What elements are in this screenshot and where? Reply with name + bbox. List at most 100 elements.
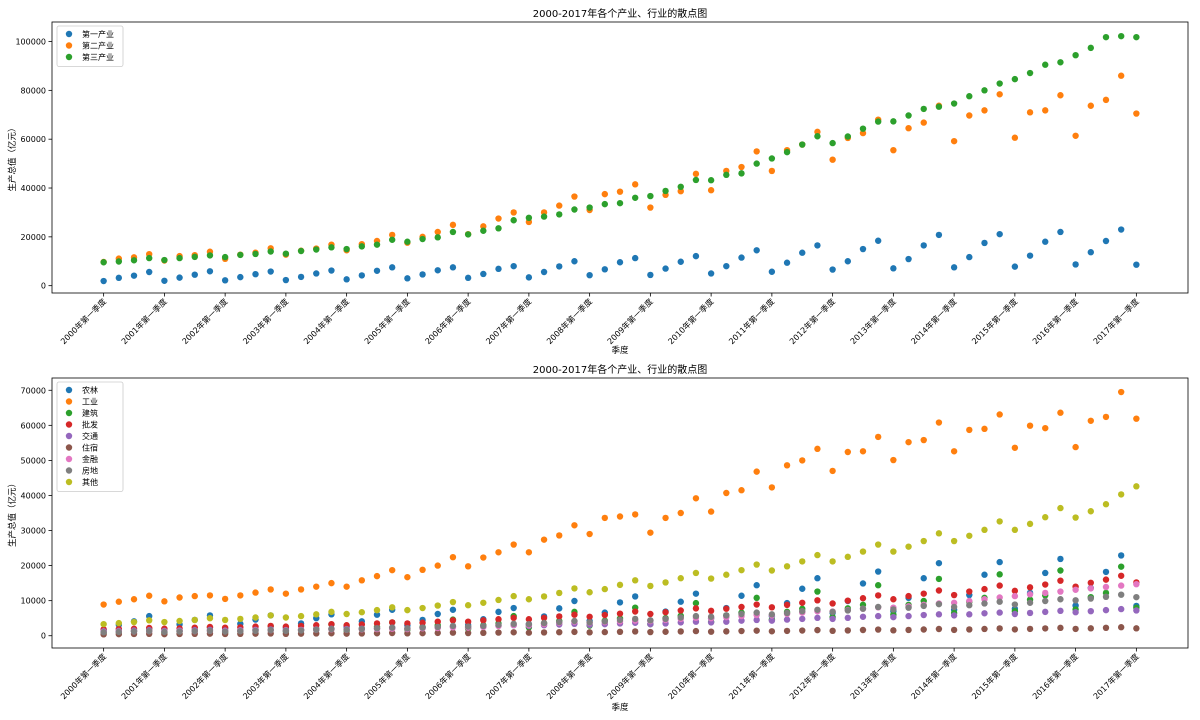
x-tick-label: 2003年第一季度 <box>241 296 291 346</box>
data-point <box>935 600 943 608</box>
data-point <box>449 606 457 613</box>
data-point <box>753 627 760 634</box>
x-tick-label: 2012年第一季度 <box>787 651 837 701</box>
data-point <box>677 598 684 605</box>
data-point <box>692 590 700 597</box>
data-point <box>814 445 821 453</box>
data-point <box>814 133 821 140</box>
data-point <box>1087 508 1095 515</box>
data-point <box>358 243 366 250</box>
data-point <box>388 604 396 611</box>
data-point <box>267 612 274 619</box>
data-point <box>631 628 639 635</box>
y-tick-label: 60000 <box>21 135 46 144</box>
data-point <box>571 206 578 213</box>
data-point <box>874 603 882 611</box>
data-point <box>252 627 259 635</box>
data-point <box>920 611 927 619</box>
legend-label: 工业 <box>82 397 98 407</box>
data-point <box>282 276 290 284</box>
y-tick-label: 20000 <box>21 233 46 242</box>
data-point <box>1057 504 1064 512</box>
x-tick-label: 2010年第一季度 <box>666 296 716 346</box>
data-point <box>571 611 578 618</box>
data-point <box>890 596 897 603</box>
data-point <box>647 582 654 590</box>
data-point <box>966 253 973 261</box>
data-point <box>707 187 715 194</box>
y-tick-label: 40000 <box>21 184 46 193</box>
data-point <box>783 601 791 609</box>
data-point <box>859 595 867 602</box>
data-point <box>753 561 760 568</box>
data-point <box>966 93 973 100</box>
y-tick-label: 40000 <box>21 491 46 500</box>
data-point <box>449 622 457 630</box>
data-point <box>297 586 305 593</box>
x-tick-label: 2005年第一季度 <box>362 651 412 701</box>
data-point <box>267 268 274 275</box>
data-point <box>768 155 776 162</box>
data-point <box>935 587 943 594</box>
data-point <box>874 568 882 575</box>
data-point <box>404 238 411 245</box>
data-point <box>935 530 943 537</box>
data-point <box>510 620 517 628</box>
data-point <box>146 592 153 599</box>
data-point <box>1072 609 1079 616</box>
y-tick-label: 100000 <box>15 38 46 47</box>
data-point <box>996 582 1003 589</box>
x-axis-label: 季度 <box>611 702 629 713</box>
data-point <box>723 262 730 270</box>
data-point <box>844 133 852 140</box>
x-tick-label: 2002年第一季度 <box>180 296 230 346</box>
data-point <box>966 588 973 595</box>
data-point <box>814 128 821 136</box>
data-point <box>480 617 487 624</box>
data-point <box>571 597 578 605</box>
x-tick-label: 2006年第一季度 <box>423 296 473 346</box>
data-point <box>1102 583 1110 591</box>
data-point <box>373 606 381 614</box>
data-point <box>1026 109 1034 116</box>
data-point <box>373 620 381 627</box>
data-point <box>1117 591 1125 598</box>
data-point <box>480 554 487 561</box>
data-point <box>464 623 472 630</box>
data-point <box>1026 69 1034 77</box>
y-tick-label: 50000 <box>21 456 46 465</box>
data-point <box>996 625 1003 632</box>
data-point <box>890 613 897 621</box>
data-point <box>191 627 198 635</box>
y-tick-label: 60000 <box>21 421 46 430</box>
data-point <box>540 536 548 543</box>
data-point <box>282 590 290 597</box>
data-point <box>601 611 609 619</box>
x-tick-label: 2008年第一季度 <box>544 651 594 701</box>
data-point <box>1133 261 1140 268</box>
data-point <box>814 626 821 634</box>
data-point <box>631 608 639 615</box>
data-point <box>753 160 760 167</box>
data-point <box>510 592 517 600</box>
data-point <box>707 270 715 277</box>
data-point <box>935 611 943 618</box>
legend-label: 房地 <box>82 466 98 476</box>
data-point <box>1102 568 1110 576</box>
data-point <box>1011 610 1019 618</box>
data-point <box>783 609 791 617</box>
data-point <box>388 624 396 631</box>
data-point <box>1102 624 1110 631</box>
legend-label: 建筑 <box>82 408 98 418</box>
data-point <box>419 624 426 631</box>
data-point <box>161 618 168 626</box>
data-point <box>480 270 487 278</box>
data-point <box>859 580 867 587</box>
data-point <box>1042 238 1049 245</box>
legend-marker <box>65 53 73 61</box>
legend-marker <box>65 421 73 428</box>
data-point <box>905 612 912 620</box>
data-point <box>905 112 912 119</box>
data-point <box>799 141 806 148</box>
